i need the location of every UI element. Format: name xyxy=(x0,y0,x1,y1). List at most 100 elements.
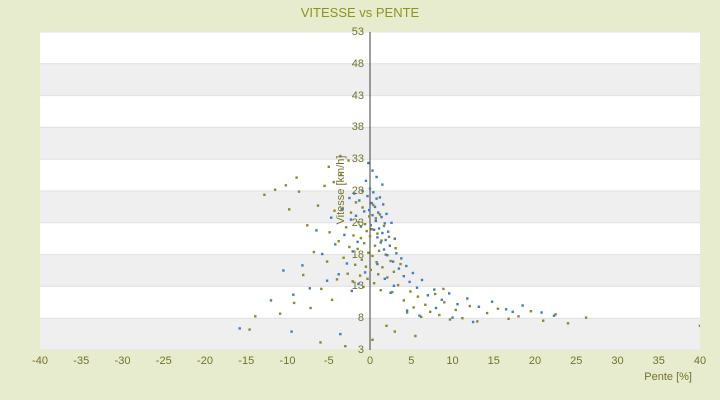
data-point xyxy=(429,310,432,313)
data-point xyxy=(376,262,379,266)
data-point xyxy=(327,165,330,168)
data-point xyxy=(292,301,296,305)
data-point xyxy=(383,222,386,225)
data-point xyxy=(448,318,452,321)
data-point xyxy=(405,311,409,314)
data-point xyxy=(376,236,379,239)
data-point xyxy=(381,183,384,186)
data-point xyxy=(382,203,385,206)
data-point xyxy=(408,280,411,284)
data-point xyxy=(288,208,291,211)
x-tick-label: -35 xyxy=(73,355,90,367)
x-tick-label: 20 xyxy=(528,355,542,367)
data-point xyxy=(364,265,368,268)
data-point xyxy=(442,287,445,291)
data-point xyxy=(388,244,391,247)
data-point xyxy=(330,216,333,219)
data-point xyxy=(529,310,533,313)
x-tick-label: -40 xyxy=(32,355,48,367)
data-point xyxy=(420,315,423,319)
data-point xyxy=(379,241,382,244)
data-point xyxy=(496,307,500,310)
data-point xyxy=(405,309,409,312)
data-point xyxy=(363,271,367,274)
data-point xyxy=(365,229,368,233)
y-tick-label: 3 xyxy=(357,344,364,356)
data-point xyxy=(384,253,387,256)
x-tick-label: -20 xyxy=(197,355,213,367)
data-point xyxy=(372,282,376,285)
data-point xyxy=(412,306,415,309)
data-point xyxy=(364,179,368,182)
data-point xyxy=(375,261,378,264)
data-point xyxy=(451,316,454,319)
data-point xyxy=(337,273,340,276)
data-point xyxy=(409,290,412,293)
data-point xyxy=(351,250,354,253)
y-tick-label: 33 xyxy=(351,153,364,166)
data-point xyxy=(363,210,366,213)
data-point xyxy=(284,184,288,187)
data-point xyxy=(344,226,348,229)
data-point xyxy=(357,221,360,224)
data-point xyxy=(379,289,382,292)
data-point xyxy=(319,341,322,344)
data-point xyxy=(306,224,309,227)
data-point xyxy=(385,212,388,216)
scatter-series-1 xyxy=(248,154,700,348)
data-point xyxy=(521,304,524,307)
data-point xyxy=(476,320,479,323)
data-point xyxy=(320,287,323,291)
data-point xyxy=(353,192,356,195)
data-point xyxy=(377,249,381,252)
chart-title: VITESSE vs PENTE xyxy=(300,5,420,20)
data-point xyxy=(359,236,363,240)
data-point xyxy=(374,219,377,223)
data-point xyxy=(238,327,241,330)
data-point xyxy=(339,173,343,176)
data-point xyxy=(392,270,396,273)
data-point xyxy=(416,295,420,298)
data-point xyxy=(248,328,251,331)
data-point xyxy=(316,204,320,207)
data-point xyxy=(302,273,305,277)
data-point xyxy=(347,159,350,162)
data-point xyxy=(323,184,326,188)
data-point xyxy=(542,319,545,322)
data-point xyxy=(383,277,386,280)
data-point xyxy=(335,278,339,281)
data-point xyxy=(358,274,362,277)
data-point xyxy=(426,294,429,297)
data-point xyxy=(312,250,316,254)
data-point xyxy=(468,304,471,308)
data-point xyxy=(372,203,375,207)
y-tick-label: 43 xyxy=(351,89,364,102)
y-tick-label: 28 xyxy=(351,185,364,197)
data-point xyxy=(357,282,360,286)
data-point xyxy=(330,298,334,301)
data-point xyxy=(411,271,415,275)
data-point xyxy=(400,257,403,260)
x-tick-label: -15 xyxy=(238,355,255,367)
data-point xyxy=(566,322,570,325)
data-point xyxy=(352,234,355,237)
data-point xyxy=(290,330,293,333)
data-point xyxy=(367,251,370,254)
data-point xyxy=(362,285,365,289)
data-point xyxy=(315,229,318,232)
data-point xyxy=(485,311,489,315)
data-point xyxy=(490,300,494,303)
scatter-series-2 xyxy=(238,161,556,336)
data-point xyxy=(328,231,331,234)
data-point xyxy=(434,306,438,310)
x-tick-label: 35 xyxy=(652,355,665,367)
data-point xyxy=(507,317,510,320)
data-point xyxy=(405,264,408,268)
data-point xyxy=(351,280,354,283)
data-point xyxy=(344,345,347,348)
data-point xyxy=(554,313,557,316)
data-point xyxy=(402,299,405,302)
data-point xyxy=(466,297,469,300)
data-point xyxy=(334,243,337,246)
data-point xyxy=(371,338,374,341)
